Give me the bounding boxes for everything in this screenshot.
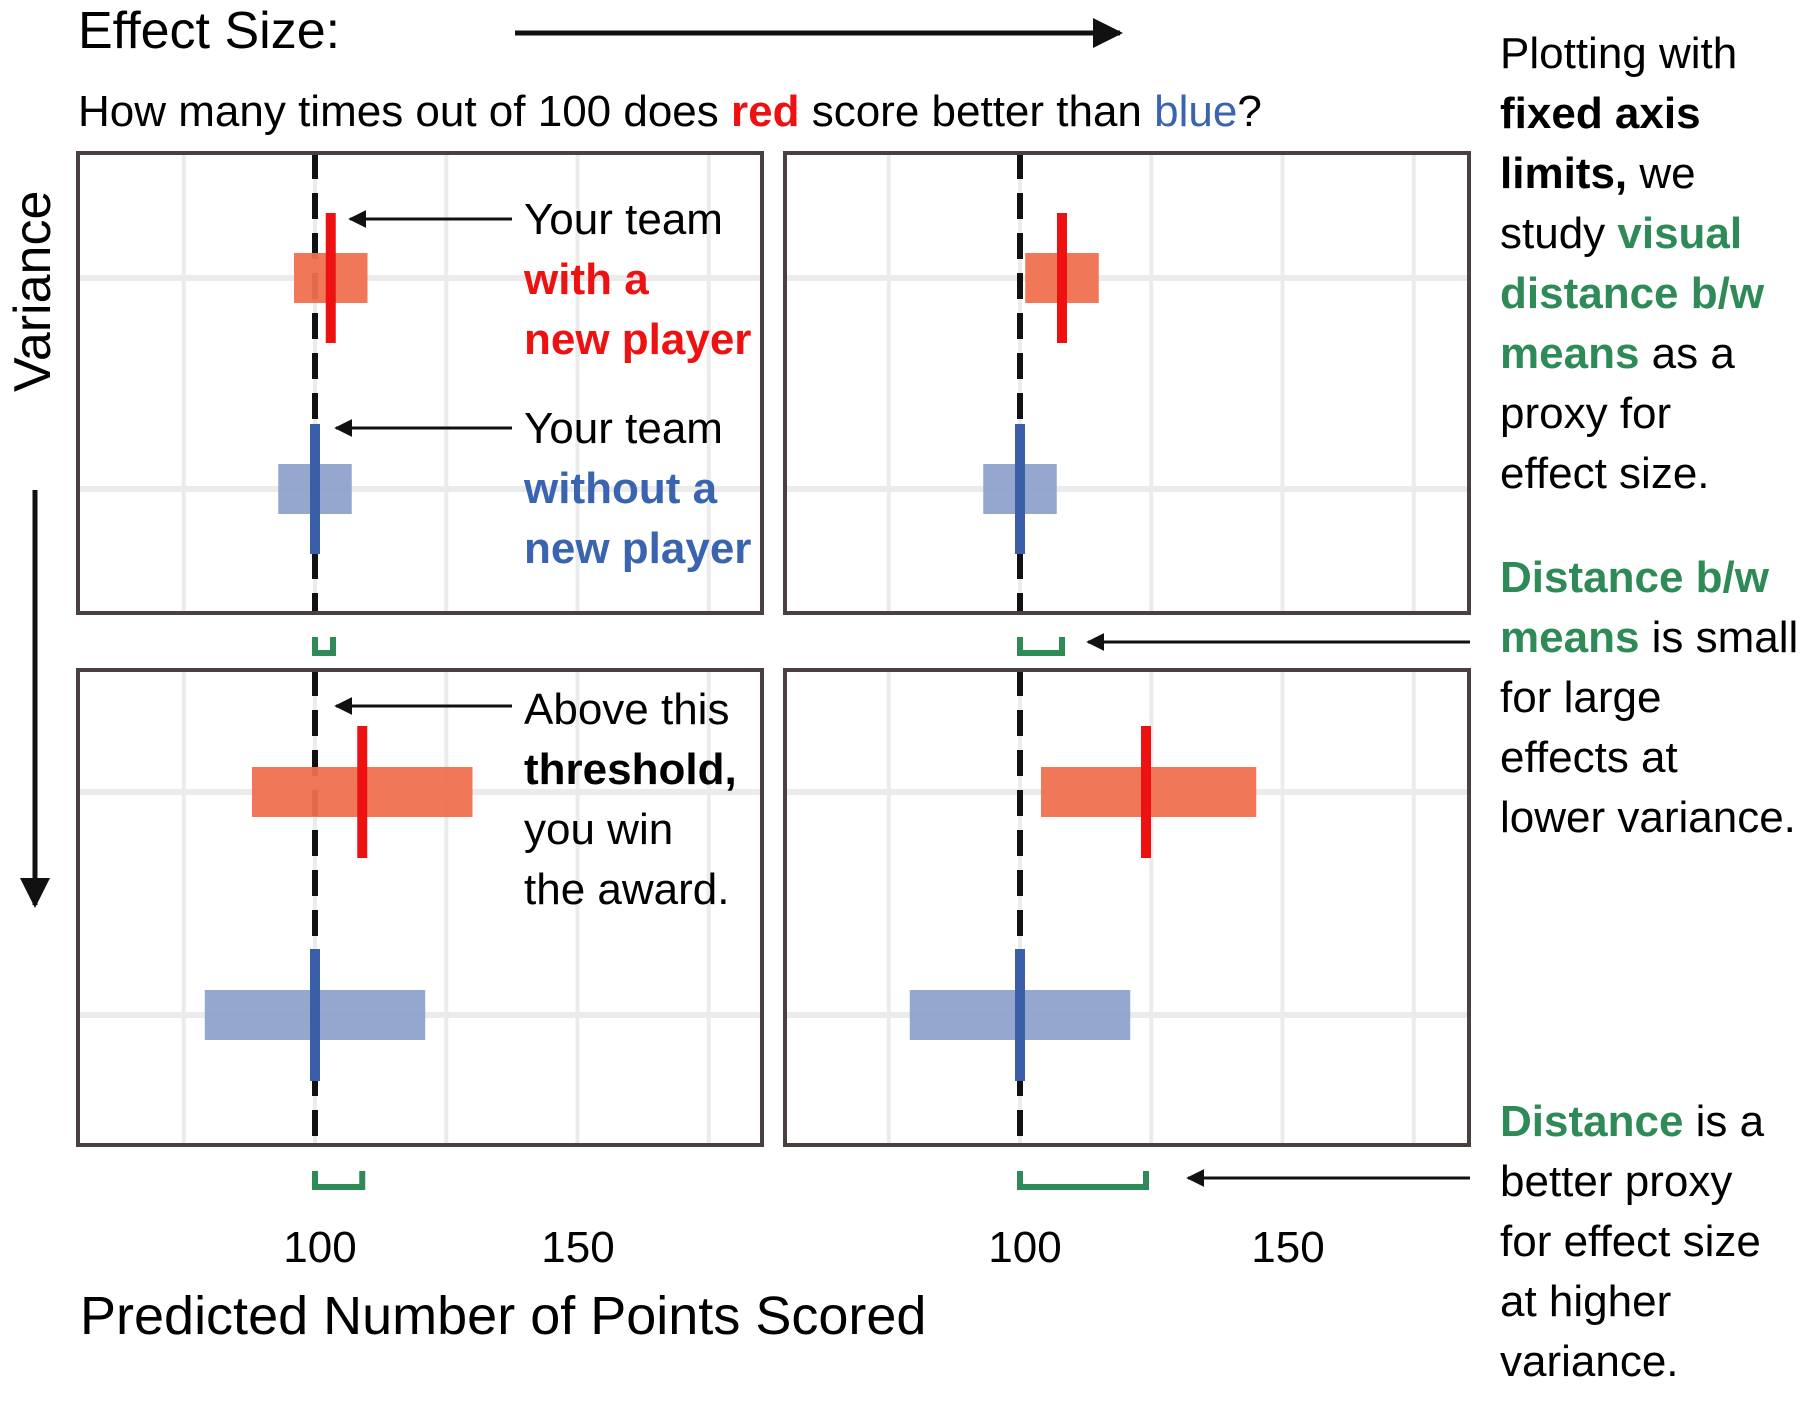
- red-team-line3: new player: [524, 315, 751, 364]
- sidebar-paragraph-1: Plotting with fixed axis limits, we stud…: [1500, 29, 1765, 498]
- red-mean-marker: [325, 213, 336, 343]
- sidebar-p1-line6: means as a: [1500, 329, 1735, 378]
- variance-label: Variance: [4, 191, 62, 392]
- sidebar-p2-line1: Distance b/w: [1500, 553, 1770, 602]
- x-axis-label: Predicted Number of Points Scored: [80, 1286, 926, 1346]
- red-mean-marker: [357, 726, 368, 858]
- blue-mean-marker: [1015, 424, 1025, 554]
- threshold-line2: threshold,: [524, 745, 737, 794]
- panel-background: [785, 670, 1469, 1145]
- distance-bracket: [312, 637, 336, 656]
- panel-background: [78, 153, 762, 613]
- sidebar-p1-line8: effect size.: [1500, 449, 1710, 498]
- panel-background: [78, 670, 762, 1145]
- sidebar-p3-line1: Distance is a: [1500, 1097, 1765, 1146]
- threshold-line3: you win: [524, 805, 673, 854]
- red-team-annotation: Your team with a new player: [348, 195, 751, 364]
- panel-frame: [783, 151, 1471, 615]
- sidebar-p3-line2: better proxy: [1500, 1157, 1732, 1206]
- sidebar-p1-line7: proxy for: [1500, 389, 1671, 438]
- threshold-annotation: Above this threshold, you win the award.: [334, 685, 737, 914]
- distance-bracket: [312, 1171, 366, 1190]
- blue-team-line2: without a: [523, 464, 718, 513]
- effect-size-label: Effect Size:: [78, 2, 340, 60]
- blue-mean-marker: [1015, 949, 1025, 1081]
- red-mean-marker: [1141, 726, 1151, 858]
- threshold-line1: Above this: [524, 685, 729, 734]
- panel-frame: [76, 668, 764, 1147]
- tick-label-right-100: 100: [988, 1223, 1061, 1272]
- sidebar-p1-line1: Plotting with: [1500, 29, 1737, 78]
- sidebar-p1-line3: limits, we: [1500, 149, 1696, 198]
- red-mean-marker: [1057, 213, 1067, 343]
- red-team-line1: Your team: [524, 195, 723, 244]
- blue-mean-marker: [310, 949, 320, 1081]
- distance-bracket: [1017, 637, 1065, 656]
- threshold-line4: the award.: [524, 865, 729, 914]
- sidebar-p2-line4: effects at: [1500, 733, 1678, 782]
- sidebar-p2-line3: for large: [1500, 673, 1661, 722]
- sidebar-p2-line5: lower variance.: [1500, 793, 1796, 842]
- sidebar-p1-line4: study visual: [1500, 209, 1742, 258]
- distance-bracket: [1017, 1171, 1149, 1190]
- blue-team-line1: Your team: [524, 404, 723, 453]
- blue-team-line3: new player: [524, 524, 751, 573]
- blue-team-annotation: Your team without a new player: [334, 404, 751, 573]
- sidebar-paragraph-2: Distance b/w means is small for large ef…: [1500, 553, 1798, 842]
- sidebar-paragraph-3: Distance is a better proxy for effect si…: [1500, 1097, 1765, 1386]
- blue-mean-marker: [310, 424, 320, 554]
- tick-label-right-150: 150: [1251, 1223, 1324, 1272]
- sidebar-p1-line2: fixed axis: [1500, 89, 1701, 138]
- panel-frame: [76, 151, 764, 615]
- sidebar-p2-line2: means is small: [1500, 613, 1798, 662]
- panel-frame: [783, 668, 1471, 1147]
- sidebar-p3-line3: for effect size: [1500, 1217, 1761, 1266]
- sidebar-p3-line4: at higher: [1500, 1277, 1671, 1326]
- panel-background: [785, 153, 1469, 613]
- red-team-line2: with a: [523, 255, 649, 304]
- panels: [76, 151, 1471, 1190]
- sidebar-p3-line5: variance.: [1500, 1337, 1679, 1386]
- tick-label-left-150: 150: [541, 1223, 614, 1272]
- tick-label-left-100: 100: [283, 1223, 356, 1272]
- question-text: How many times out of 100 does red score…: [78, 87, 1262, 136]
- sidebar-p1-line5: distance b/w: [1500, 269, 1765, 318]
